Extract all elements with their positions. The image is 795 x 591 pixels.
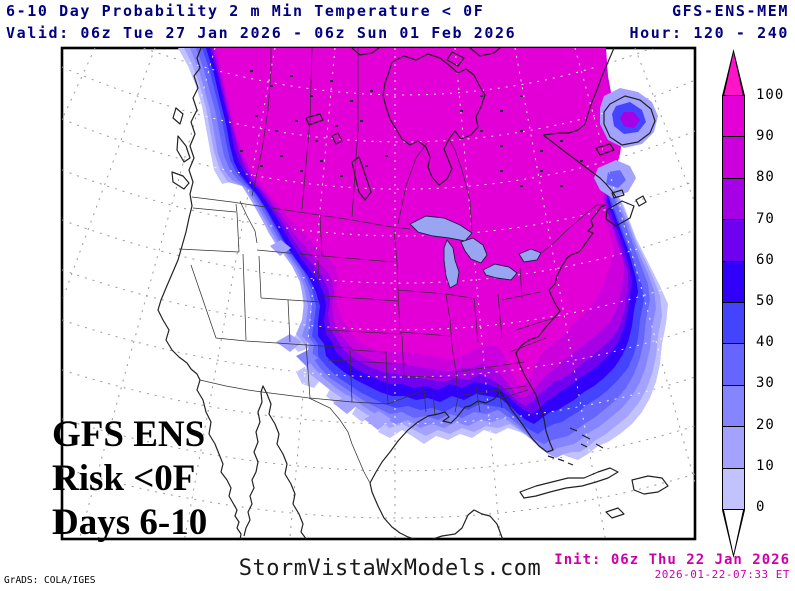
probability-field (178, 48, 668, 460)
lake-winnipeg (351, 156, 372, 201)
patch-utah (270, 240, 291, 256)
lake-michigan (443, 239, 460, 289)
band-90-100 (216, 48, 620, 388)
state-lines-plains (321, 229, 459, 417)
site-watermark: StormVistaWxModels.com (238, 556, 542, 581)
florida-keys (547, 455, 574, 466)
border-st-lawrence (540, 204, 606, 254)
lake-athabasca (305, 113, 324, 126)
island-pei (611, 189, 625, 199)
patch-oklahoma-2 (364, 411, 391, 430)
lake-ontario (518, 248, 542, 263)
lake-huron (460, 237, 488, 264)
colorbar-ticks: 100 90 80 70 60 50 40 30 20 10 0 (756, 87, 795, 525)
island-nova-scotia (605, 200, 635, 227)
island-cape-breton (635, 195, 647, 207)
arctic-island-1 (351, 48, 380, 56)
colorbar-band-0-10 (723, 467, 744, 510)
island-cuba (519, 467, 619, 499)
init-info: Init: 06z Thu 22 Jan 2026 2026-01-22-07:… (554, 552, 790, 581)
colorbar-tick-40: 40 (756, 334, 775, 351)
patch-colorado-1 (276, 334, 302, 352)
island-hispaniola (631, 475, 669, 495)
border-sk-mb (351, 48, 359, 218)
arctic-island-2 (446, 51, 465, 67)
colorbar-tick-50: 50 (756, 293, 775, 309)
patch-newfoundland-core (620, 112, 640, 128)
patch-oklahoma-1 (333, 395, 360, 414)
coastlines (157, 48, 669, 539)
border-ab-sk (301, 48, 313, 210)
colorbar-tick-80: 80 (756, 169, 775, 186)
colorbar-tick-70: 70 (756, 210, 775, 227)
us-canada-border (191, 196, 411, 230)
lake-erie (482, 263, 518, 281)
coast-st-lawrence-south (542, 134, 617, 198)
coast-labrador (542, 48, 615, 136)
coast-gulf-atlantic (369, 204, 607, 484)
political-borders (178, 48, 606, 484)
coast-pacific (157, 48, 242, 539)
overlay-line-3: Days 6-10 (52, 502, 208, 543)
model-name: GFS-ENS-MEM (672, 2, 789, 20)
state-lines-east (445, 267, 558, 413)
colorbar-band-10-20 (723, 426, 744, 468)
colorbar-segments (722, 95, 745, 510)
hudson-bay (382, 53, 486, 186)
colorbar-tick-30: 30 (756, 375, 775, 392)
colorbar-band-20-30 (723, 384, 744, 427)
island-newfoundland (603, 95, 656, 146)
colorbar-tick-60: 60 (756, 251, 775, 268)
valid-range: Valid: 06z Tue 27 Jan 2026 - 06z Sun 01 … (6, 24, 517, 42)
colorbar-tick-10: 10 (756, 457, 775, 474)
lake-superior (409, 215, 473, 242)
coast-mexico-gulf (369, 482, 416, 539)
patch-novascotia-inner (606, 170, 626, 188)
arctic-island-3 (469, 48, 501, 57)
overlay-label: GFS ENS Risk <0F Days 6-10 (52, 413, 207, 545)
colorbar-band-60-70 (723, 219, 744, 261)
coast-yucatan (431, 509, 504, 539)
border-bc-ab (251, 48, 272, 197)
border-mb-on (397, 142, 428, 225)
colorbar-band-30-40 (723, 343, 744, 385)
colorbar-band-80-90 (723, 136, 744, 178)
generated-time: 2026-01-22-07:33 ET (654, 568, 790, 581)
colorbar-band-50-60 (723, 260, 744, 303)
island-haida-gwaii (172, 107, 184, 125)
page-title: 6-10 Day Probability 2 m Min Temperature… (6, 2, 485, 20)
colorbar-tick-20: 20 (756, 416, 775, 433)
island-vancouver (171, 171, 190, 190)
overlay-line-1: GFS ENS (52, 414, 206, 455)
great-lakes (409, 215, 542, 289)
coast-gulf-california (243, 385, 307, 539)
island-bc (176, 135, 191, 163)
grads-credit: GrADS: COLA/IGES (4, 575, 96, 586)
init-time: Init: 06z Thu 22 Jan 2026 (554, 552, 790, 568)
colorbar-tick-100: 100 (756, 87, 785, 103)
colorbar-tick-90: 90 (756, 128, 775, 145)
islands-bahamas (569, 427, 604, 449)
state-lines-west (178, 200, 389, 405)
colorbar-band-40-50 (723, 302, 744, 344)
overlay-line-2: Risk <0F (52, 458, 196, 499)
us-mexico-border (199, 379, 371, 484)
colorbar-tick-0: 0 (756, 499, 766, 515)
colorbar-band-70-80 (723, 177, 744, 220)
border-on-qc (448, 138, 473, 234)
colorbar-band-90-100 (723, 96, 744, 137)
lake-reindeer (331, 132, 343, 145)
island-anticosti (595, 143, 615, 156)
forecast-hours: Hour: 120 - 240 (629, 24, 789, 42)
island-jamaica (605, 507, 625, 519)
